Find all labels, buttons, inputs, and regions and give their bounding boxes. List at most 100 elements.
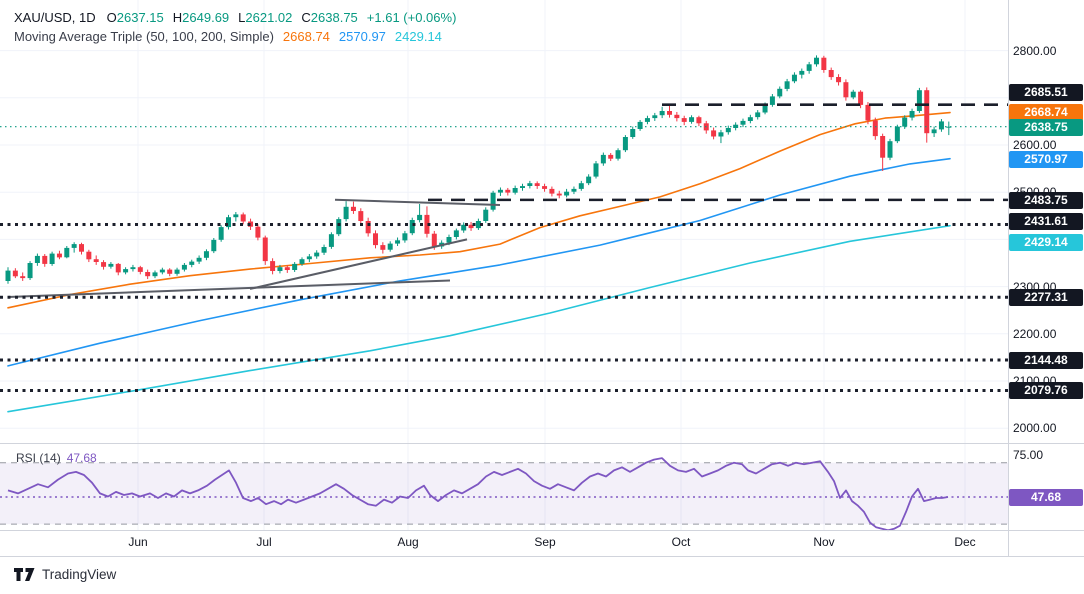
candle-body <box>652 115 658 119</box>
candle-body <box>549 188 555 194</box>
candle-body <box>270 261 276 271</box>
price-badge: 2685.51 <box>1009 83 1083 101</box>
time-axis-label: Jun <box>128 535 148 549</box>
candle-body <box>461 224 467 231</box>
candle-body <box>409 220 415 234</box>
candle-body <box>108 263 114 267</box>
candle-body <box>424 214 430 234</box>
candle-body <box>542 186 548 189</box>
candle-body <box>226 217 231 228</box>
candle-body <box>527 183 533 186</box>
time-axis-label: Dec <box>954 535 976 549</box>
indicator-legend-row[interactable]: Moving Average Triple (50, 100, 200, Sim… <box>14 27 456 46</box>
candle-body <box>902 117 908 127</box>
ma50-value: 2668.74 <box>282 29 330 44</box>
price-badge: 2483.75 <box>1009 191 1083 209</box>
candle-body <box>512 188 518 193</box>
candle-body <box>769 96 775 105</box>
candle-body <box>689 117 695 122</box>
candle-body <box>821 57 827 70</box>
candle-body <box>490 192 496 210</box>
candle-body <box>828 70 834 78</box>
time-axis-label: Sep <box>534 535 556 549</box>
ma100-line <box>7 157 951 367</box>
candle-body <box>534 183 540 186</box>
candle-body <box>12 270 18 277</box>
candle-body <box>843 82 849 98</box>
ma200-line <box>7 224 951 413</box>
price-badge: 2570.97 <box>1009 150 1083 168</box>
candle-body <box>284 267 290 270</box>
candle-body <box>718 132 724 137</box>
candle-body <box>909 111 915 118</box>
candle-body <box>211 239 217 252</box>
tradingview-logo-text: TradingView <box>42 567 117 582</box>
candle-body <box>262 237 268 262</box>
candle-body <box>622 137 628 151</box>
candle-body <box>571 188 577 192</box>
price-badge: 2429.14 <box>1009 233 1083 251</box>
candle-body <box>402 233 408 241</box>
price-axis-label: 2600.00 <box>1013 138 1057 152</box>
open-value: O2637.15 <box>106 10 164 25</box>
candle-body <box>659 111 665 116</box>
candle-body <box>681 118 687 122</box>
candle-body <box>417 214 423 221</box>
candle-body <box>79 244 84 252</box>
candle-body <box>916 90 922 111</box>
candle-body <box>159 269 165 273</box>
time-axis[interactable] <box>0 531 1008 557</box>
candle-body <box>696 117 702 124</box>
candle-body <box>328 234 334 247</box>
price-badge: 2431.61 <box>1009 212 1083 230</box>
candle-body <box>27 263 33 279</box>
candle-body <box>784 81 790 89</box>
candle-body <box>674 114 680 119</box>
time-axis-label: Oct <box>671 535 691 549</box>
time-axis-label: Nov <box>813 535 835 549</box>
change-value: +1.61 (+0.06%) <box>366 10 457 25</box>
candle-body <box>578 183 584 189</box>
price-axis-label: 75.00 <box>1013 448 1044 462</box>
candle-body <box>299 259 305 264</box>
candle-body <box>858 91 864 105</box>
candle-body <box>483 209 489 221</box>
candle-body <box>505 189 511 193</box>
tradingview-logo[interactable]: TradingView <box>14 567 116 582</box>
candle-body <box>564 191 570 196</box>
candle-body <box>181 264 187 270</box>
close-value: C2638.75 <box>301 10 358 25</box>
candle-body <box>130 267 136 270</box>
candle-body <box>34 255 40 263</box>
symbol-legend-row[interactable]: XAU/USD, 1D O2637.15 H2649.69 L2621.02 C2638… <box>14 8 456 27</box>
candle-body <box>924 90 930 134</box>
rsi-legend-row[interactable]: RSI (14) 47.68 <box>16 451 97 465</box>
candle-body <box>725 128 731 133</box>
symbol-title: XAU/USD, 1D <box>14 10 96 25</box>
candle-body <box>644 118 650 122</box>
candle-body <box>880 136 886 158</box>
price-axis-label: 2800.00 <box>1013 44 1057 58</box>
candle-body <box>255 226 261 238</box>
candle-body <box>203 251 209 258</box>
candle-body <box>556 193 562 196</box>
candle-body <box>615 150 621 159</box>
price-axis-label: 2000.00 <box>1013 421 1057 435</box>
candle-body <box>755 112 761 118</box>
low-value: L2621.02 <box>238 10 293 25</box>
candle-body <box>667 111 672 115</box>
candle-body <box>321 247 327 253</box>
candle-body <box>453 230 459 237</box>
candle-body <box>468 224 474 229</box>
candle-body <box>20 276 26 279</box>
candle-body <box>799 70 805 75</box>
candle-body <box>711 130 717 137</box>
price-badge: 2668.74 <box>1009 103 1083 121</box>
tradingview-logo-icon <box>14 568 35 581</box>
candle-body <box>747 117 753 121</box>
candle-body <box>608 154 614 159</box>
candle-body <box>314 252 320 257</box>
candle-body <box>145 272 151 277</box>
ma-indicator-label: Moving Average Triple (50, 100, 200, Sim… <box>14 29 274 44</box>
